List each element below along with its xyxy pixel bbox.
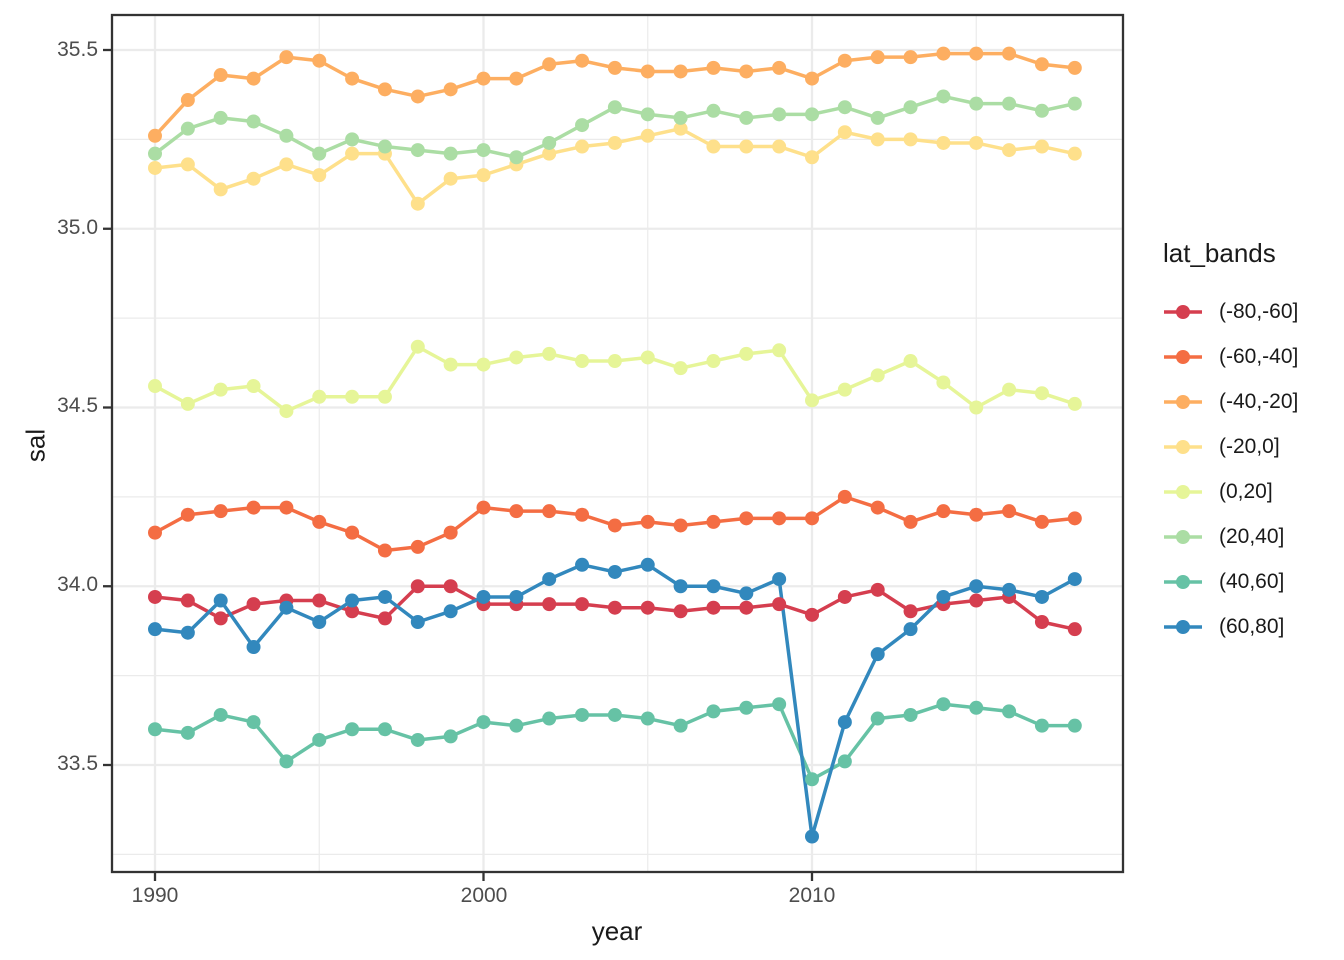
y-tick-label: 33.5 — [57, 752, 98, 775]
y-tick-label: 34.0 — [57, 573, 98, 596]
legend-key-icon — [1164, 574, 1202, 589]
legend-key-icon — [1164, 619, 1202, 634]
legend-key-icon — [1164, 529, 1202, 544]
legend-item: (40,60] — [1163, 559, 1298, 604]
y-axis-title: sal — [20, 428, 51, 463]
x-axis-title: year — [591, 916, 643, 946]
legend-label: (0,20] — [1219, 479, 1273, 503]
legend-label: (-60,-40] — [1219, 344, 1299, 368]
legend-item: (-80,-60] — [1163, 289, 1298, 334]
legend-label: (20,40] — [1219, 524, 1285, 548]
legend-item: (60,80] — [1163, 604, 1298, 649]
legend-label: (-20,0] — [1219, 434, 1280, 458]
y-tick-label: 34.5 — [57, 394, 98, 417]
legend-title: lat_bands — [1163, 238, 1276, 268]
legend-label: (-80,-60] — [1219, 299, 1299, 323]
x-tick-label: 2010 — [788, 884, 836, 907]
legend-key-icon — [1164, 349, 1202, 364]
legend-label: (40,60] — [1219, 569, 1285, 593]
x-tick-label: 1990 — [131, 884, 179, 907]
legend-key-icon — [1164, 304, 1202, 319]
legend-key-icon — [1164, 484, 1202, 499]
legend: lat_bands (-80,-60] (-60,-40] (-40,-20] … — [1163, 238, 1298, 649]
legend-key-icon — [1164, 439, 1202, 454]
x-tick-label: 2000 — [460, 884, 508, 907]
legend-item: (20,40] — [1163, 514, 1298, 559]
legend-item: (-60,-40] — [1163, 334, 1298, 379]
legend-item: (-20,0] — [1163, 424, 1298, 469]
legend-label: (-40,-20] — [1219, 389, 1299, 413]
legend-key-icon — [1164, 394, 1202, 409]
legend-item: (0,20] — [1163, 469, 1298, 514]
legend-label: (60,80] — [1219, 614, 1285, 638]
y-tick-label: 35.5 — [57, 38, 98, 61]
y-tick-label: 35.0 — [57, 216, 98, 239]
legend-item: (-40,-20] — [1163, 379, 1298, 424]
